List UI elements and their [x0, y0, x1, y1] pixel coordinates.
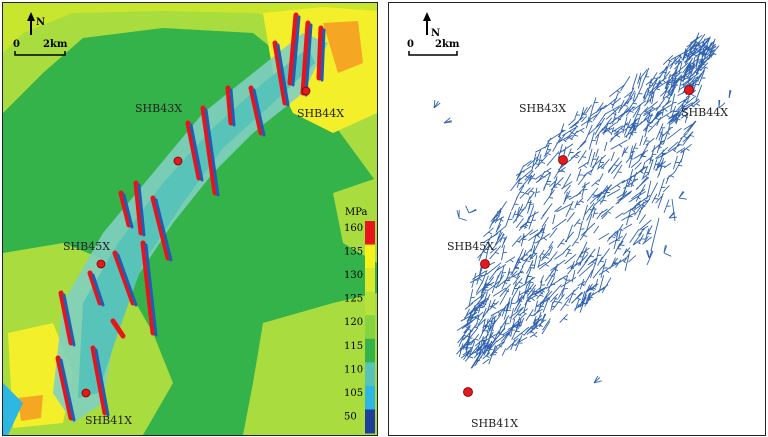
svg-text:SHB43X: SHB43X — [135, 102, 182, 115]
legend-swatch — [365, 409, 375, 434]
north-arrow: N — [27, 12, 45, 35]
svg-text:SHB41X: SHB41X — [471, 417, 518, 430]
svg-text:SHB45X: SHB45X — [447, 240, 494, 253]
stress-map-panel: MPa 160 135 130 125 120 115 110 105 50 N 0 2km S… — [2, 2, 378, 436]
legend-swatch — [365, 338, 375, 363]
scale-bar: 0 2km — [13, 39, 68, 56]
svg-text:SHB41X: SHB41X — [85, 414, 132, 427]
well-shb41x[interactable]: SHB41X — [81, 388, 132, 427]
scale-start: 0 — [407, 39, 414, 50]
fracture-strokes — [433, 32, 732, 384]
fracture-network — [433, 32, 732, 384]
well-shb45x[interactable]: SHB45X — [447, 240, 494, 269]
fracture-map: N 0 2km SHB43X SHB44X SHB45X SHB41X — [407, 12, 732, 431]
fracture-streaks — [55, 12, 326, 422]
legend-swatch — [365, 221, 375, 246]
legend-tick-label: 125 — [344, 294, 363, 305]
well-shb44x[interactable]: SHB44X — [681, 85, 728, 120]
legend-tick-label: 115 — [344, 341, 363, 352]
stress-legend: MPa 160 135 130 125 120 115 110 105 50 — [344, 207, 375, 434]
legend-swatch — [365, 385, 375, 410]
fracture-map-panel: N 0 2km SHB43X SHB44X SHB45X SHB41X — [388, 2, 766, 436]
well-shb41x[interactable]: SHB41X — [463, 387, 519, 431]
legend-tick-label: 110 — [344, 364, 363, 375]
svg-text:SHB45X: SHB45X — [63, 240, 110, 253]
legend-tick-label: 50 — [344, 411, 357, 422]
stress-map: MPa 160 135 130 125 120 115 110 105 50 N 0 2km S… — [3, 3, 377, 435]
legend-swatch — [365, 291, 375, 316]
well-shb45x[interactable]: SHB45X — [63, 240, 110, 269]
svg-text:SHB44X: SHB44X — [681, 106, 728, 119]
legend-tick-label: 160 — [344, 223, 363, 234]
north-label: N — [431, 28, 440, 39]
north-label: N — [36, 17, 45, 28]
scale-end: 2km — [43, 39, 68, 50]
well-shb43x[interactable]: SHB43X — [135, 102, 183, 166]
north-arrow: N — [423, 12, 440, 39]
scale-start: 0 — [13, 39, 20, 50]
scale-bar: 0 2km — [407, 39, 460, 56]
legend-tick-label: 120 — [344, 317, 363, 328]
well-shb44x[interactable]: SHB44X — [297, 86, 344, 120]
legend-unit-label: MPa — [345, 207, 368, 218]
legend-swatch — [365, 268, 375, 293]
well-shb43x[interactable]: SHB43X — [519, 102, 568, 165]
scale-end: 2km — [435, 39, 460, 50]
legend-swatch — [365, 315, 375, 340]
svg-text:SHB44X: SHB44X — [297, 107, 344, 120]
legend-tick-label: 105 — [344, 388, 363, 399]
legend-swatch — [365, 362, 375, 387]
legend-tick-label: 130 — [344, 270, 363, 281]
svg-text:SHB43X: SHB43X — [519, 102, 566, 115]
legend-swatch — [365, 244, 375, 269]
legend-tick-label: 135 — [344, 247, 363, 258]
